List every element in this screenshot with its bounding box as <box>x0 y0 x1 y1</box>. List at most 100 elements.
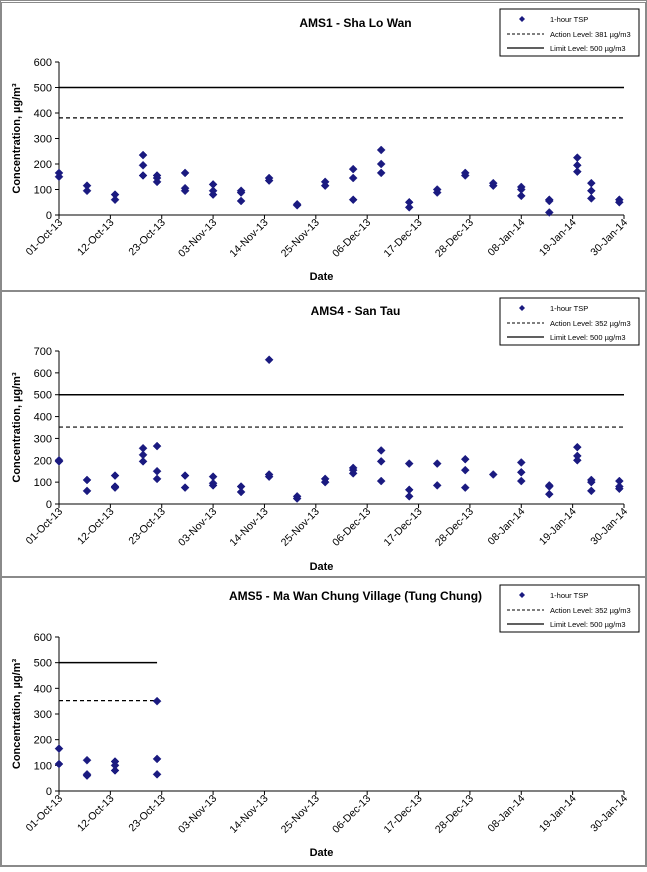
data-point-tsp <box>614 476 624 486</box>
data-point-tsp <box>264 470 274 479</box>
data-point-tsp <box>404 491 414 501</box>
data-point-tsp <box>292 491 302 501</box>
data-point-tsp <box>572 153 582 162</box>
data-point-tsp <box>516 476 526 486</box>
y-axis-label: Concentration, µg/m³ <box>11 83 23 194</box>
data-point-tsp <box>54 759 64 769</box>
y-tick-label: 100 <box>34 760 52 772</box>
chart-panel-2: AMS4 - San Tau010020030040050060070001-O… <box>1 291 646 577</box>
data-point-tsp <box>460 483 470 492</box>
data-point-tsp <box>54 168 64 178</box>
y-tick-label: 400 <box>34 412 52 424</box>
legend: 1-hour TSP Action Level: 352 µg/m3 Limit L… <box>499 297 640 346</box>
data-point-tsp <box>110 766 120 775</box>
data-point-tsp <box>516 191 526 201</box>
legend: 1-hour TSP Action Level: 352 µg/m3 Limit L… <box>499 584 640 633</box>
data-point-tsp <box>82 769 92 779</box>
data-point-tsp <box>516 467 526 477</box>
data-point-tsp <box>432 185 442 194</box>
data-point-tsp <box>110 482 120 491</box>
data-point-tsp <box>376 476 386 486</box>
legend-label-action: Action Level: 352 µg/m3 <box>550 606 631 615</box>
data-point-tsp <box>208 186 218 196</box>
data-point-tsp <box>432 459 442 468</box>
data-point-tsp <box>460 454 470 464</box>
data-point-tsp <box>404 202 414 212</box>
data-point-tsp <box>292 199 302 209</box>
data-point-tsp <box>572 451 582 461</box>
data-point-tsp <box>236 482 246 491</box>
data-point-tsp <box>348 463 358 473</box>
y-axis-label: Concentration, µg/m³ <box>11 659 23 770</box>
y-tick-label: 500 <box>34 390 52 402</box>
data-point-tsp <box>54 744 64 754</box>
data-point-tsp <box>488 470 498 479</box>
data-point-tsp <box>180 168 190 178</box>
data-point-tsp <box>348 195 358 205</box>
legend-marker-tsp <box>519 592 525 598</box>
data-point-tsp <box>404 459 414 468</box>
data-point-tsp <box>180 471 190 480</box>
legend-label-tsp: 1-hour TSP <box>550 15 588 24</box>
legend-marker-tsp <box>519 16 525 22</box>
y-tick-label: 100 <box>34 477 52 489</box>
data-point-tsp <box>152 171 162 180</box>
chart-title: AMS1 - Sha Lo Wan <box>299 16 411 30</box>
data-point-tsp <box>54 455 64 465</box>
data-point-tsp <box>138 150 148 160</box>
y-tick-label: 500 <box>34 83 52 95</box>
data-point-tsp <box>208 478 218 488</box>
data-point-tsp <box>110 471 120 480</box>
data-point-tsp <box>138 450 148 460</box>
data-point-tsp <box>544 489 554 499</box>
legend-label-limit: Limit Level: 500 µg/m3 <box>550 620 626 629</box>
data-point-tsp <box>152 466 162 476</box>
data-point-tsp <box>138 160 148 170</box>
data-point-tsp <box>544 481 554 490</box>
data-point-tsp <box>488 178 498 188</box>
y-tick-label: 300 <box>34 134 52 146</box>
data-point-tsp <box>586 186 596 196</box>
legend-label-tsp: 1-hour TSP <box>550 591 588 600</box>
y-axis-label: Concentration, µg/m³ <box>11 372 23 483</box>
data-point-tsp <box>376 145 386 155</box>
y-tick-label: 300 <box>34 709 52 721</box>
data-point-tsp <box>236 186 246 196</box>
y-tick-label: 0 <box>46 499 52 511</box>
chart-title: AMS5 - Ma Wan Chung Village (Tung Chung) <box>229 589 482 603</box>
data-point-tsp <box>586 178 596 188</box>
data-point-tsp <box>110 190 120 199</box>
chart-panel-1: AMS1 - Sha Lo Wan010020030040050060001-O… <box>1 2 646 291</box>
data-point-tsp <box>460 465 470 475</box>
data-point-tsp <box>376 446 386 455</box>
data-point-tsp <box>404 485 414 495</box>
data-point-tsp <box>110 757 120 766</box>
legend-marker-tsp <box>519 305 525 311</box>
data-point-tsp <box>586 486 596 496</box>
data-point-tsp <box>208 472 218 482</box>
data-point-tsp <box>264 355 274 365</box>
data-point-tsp <box>82 755 92 765</box>
data-point-tsp <box>180 183 190 193</box>
legend-label-limit: Limit Level: 500 µg/m3 <box>550 44 626 53</box>
data-point-tsp <box>572 455 582 465</box>
data-point-tsp <box>516 458 526 467</box>
data-point-tsp <box>572 442 582 452</box>
y-tick-label: 400 <box>34 108 52 120</box>
legend-label-tsp: 1-hour TSP <box>550 304 588 313</box>
data-point-tsp <box>180 483 190 492</box>
chart-title: AMS4 - San Tau <box>311 304 401 318</box>
data-point-tsp <box>152 696 162 706</box>
x-axis-label: Date <box>310 271 334 283</box>
legend-label-action: Action Level: 381 µg/m3 <box>550 30 631 39</box>
x-axis-label: Date <box>310 847 334 859</box>
data-point-tsp <box>264 173 274 183</box>
data-point-tsp <box>376 457 386 466</box>
y-tick-label: 200 <box>34 455 52 467</box>
data-point-tsp <box>152 769 162 779</box>
data-point-tsp <box>516 182 526 192</box>
data-point-tsp <box>614 482 624 491</box>
data-point-tsp <box>320 474 330 484</box>
